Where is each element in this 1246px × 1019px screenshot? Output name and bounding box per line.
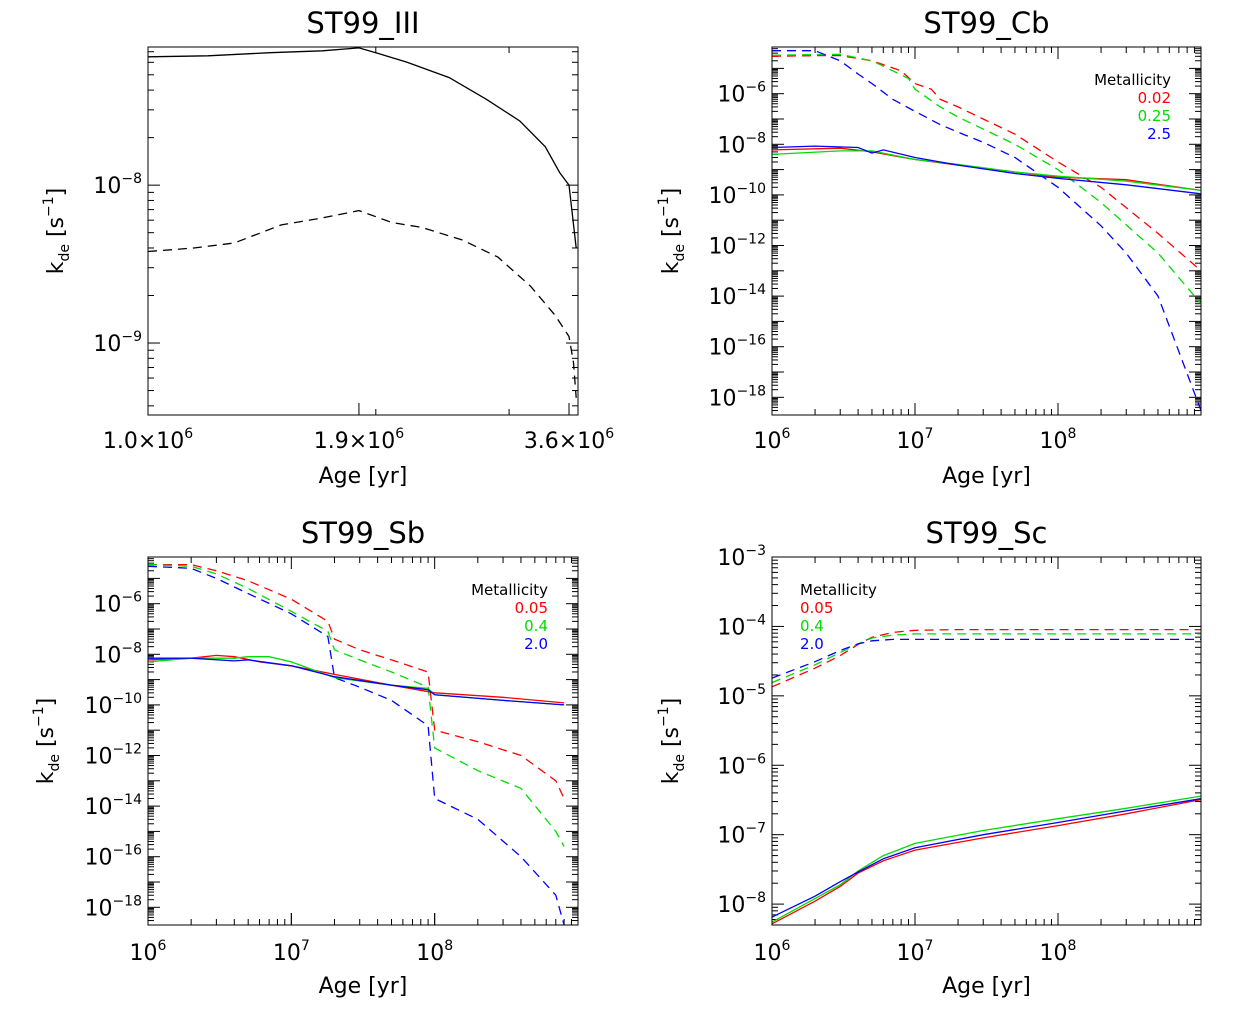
y-tick-label: 10−16 — [84, 843, 142, 871]
chart-title: ST99_Sc — [926, 516, 1048, 550]
series-group — [772, 628, 1201, 925]
solid-series-line-3 — [148, 654, 565, 704]
x-axis-label: Age [yr] — [942, 974, 1031, 999]
y-tick-label: 10−4 — [717, 612, 766, 640]
chart-panel-1: ST99_III 1.0×106 1.9×106 3.6×106 10−9 10−8 Age… — [41, 6, 614, 489]
x-tick-label: 108 — [416, 938, 453, 966]
y-tick-label: 10−12 — [708, 231, 766, 259]
chart-panel-2: ST99_Cb 106 107 108 10−6 10−8 10−10 10−12 10−14 1… — [656, 6, 1202, 489]
y-axis-label: kde [s−1] — [656, 188, 688, 275]
series-group — [148, 563, 565, 925]
dashed-series-line-2 — [772, 638, 1201, 679]
y-tick-label: 10−18 — [708, 383, 766, 411]
minor-ticks — [147, 557, 579, 926]
y-tick-label: 10−5 — [717, 682, 766, 710]
y-tick-label: 10−10 — [708, 181, 766, 209]
x-tick-label: 107 — [897, 426, 934, 454]
x-tick-label: 1.0×106 — [103, 426, 193, 454]
dashed-series-line-2 — [772, 50, 1201, 411]
y-tick-label: 10−14 — [84, 792, 142, 820]
legend-title: Metallicity — [800, 581, 877, 599]
y-tick-label: 10−12 — [84, 741, 142, 769]
legend-entry: 2.0 — [524, 635, 548, 653]
y-axis-label: kde [s−1] — [41, 188, 73, 275]
x-tick-label: 107 — [273, 938, 310, 966]
dashed-series-line-0 — [772, 628, 1201, 688]
dashed-series-line-2 — [148, 565, 565, 925]
dashed-series-line-1 — [148, 209, 577, 398]
y-tick-label: 10−8 — [93, 171, 142, 199]
x-tick-label: 107 — [897, 938, 934, 966]
dashed-series-line-1 — [772, 53, 1201, 305]
solid-series-line-5 — [772, 145, 1201, 195]
legend-title: Metallicity — [1094, 71, 1171, 89]
solid-series-line-0 — [148, 47, 577, 249]
legend-entry: 2.5 — [1147, 125, 1171, 143]
legend-entry: 0.02 — [1138, 89, 1171, 107]
x-axis-label: Age [yr] — [319, 974, 408, 999]
plot-frame — [147, 556, 579, 926]
dashed-series-line-1 — [772, 633, 1201, 684]
y-tick-label: 10−8 — [93, 640, 142, 668]
dashed-series-line-0 — [148, 563, 565, 799]
y-tick-label: 10−10 — [84, 691, 142, 719]
solid-series-line-5 — [148, 657, 565, 706]
y-tick-label: 10−6 — [717, 80, 766, 108]
legend-entry: 2.0 — [800, 635, 824, 653]
legend-title: Metallicity — [471, 581, 548, 599]
x-tick-label: 3.6×106 — [524, 426, 614, 454]
chart-panel-4: ST99_Sc 106 107 108 10−3 10−4 10−5 10−6 10−7 10−8… — [656, 516, 1202, 999]
plot-frame — [771, 46, 1202, 416]
dashed-series-line-1 — [148, 563, 565, 847]
series-group — [148, 47, 577, 398]
legend-entry: 0.25 — [1138, 107, 1171, 125]
solid-series-line-3 — [772, 798, 1201, 925]
plot-frame — [147, 46, 579, 416]
x-axis-label: Age [yr] — [942, 464, 1031, 489]
plot-frame — [771, 556, 1202, 926]
solid-series-line-4 — [772, 150, 1201, 192]
y-tick-label: 10−16 — [708, 333, 766, 361]
legend-entry: 0.05 — [515, 599, 548, 617]
minor-ticks — [147, 47, 578, 415]
legend-entry: 0.4 — [800, 617, 824, 635]
x-tick-label: 106 — [130, 938, 167, 966]
y-tick-label: 10−8 — [717, 890, 766, 918]
x-tick-label: 108 — [1040, 938, 1077, 966]
chart-panel-3: ST99_Sb 106 107 108 10−6 10−8 10−10 10−12 10−14 1… — [31, 516, 579, 999]
x-tick-label: 108 — [1040, 426, 1077, 454]
y-axis-label: kde [s−1] — [31, 698, 63, 785]
solid-series-line-5 — [772, 798, 1201, 918]
y-tick-label: 10−6 — [93, 590, 142, 618]
legend-entry: 0.4 — [524, 617, 548, 635]
y-axis-label: kde [s−1] — [656, 698, 688, 785]
legend-entry: 0.05 — [800, 599, 833, 617]
series-group — [772, 50, 1201, 411]
x-axis-label: Age [yr] — [319, 464, 408, 489]
chart-title: ST99_III — [306, 6, 419, 40]
chart-title: ST99_Cb — [923, 6, 1049, 40]
y-tick-label: 10−6 — [717, 751, 766, 779]
minor-ticks — [771, 47, 1202, 416]
minor-ticks — [771, 556, 1202, 926]
y-tick-label: 10−8 — [717, 130, 766, 158]
chart-title: ST99_Sb — [301, 516, 425, 550]
y-tick-label: 10−7 — [717, 821, 766, 849]
x-tick-label: 106 — [754, 426, 791, 454]
x-tick-label: 106 — [754, 938, 791, 966]
y-tick-label: 10−3 — [717, 543, 766, 571]
x-tick-label: 1.9×106 — [314, 426, 404, 454]
y-tick-label: 10−14 — [708, 282, 766, 310]
solid-series-line-4 — [772, 795, 1201, 923]
y-tick-label: 10−9 — [93, 329, 142, 357]
y-tick-label: 10−18 — [84, 893, 142, 921]
